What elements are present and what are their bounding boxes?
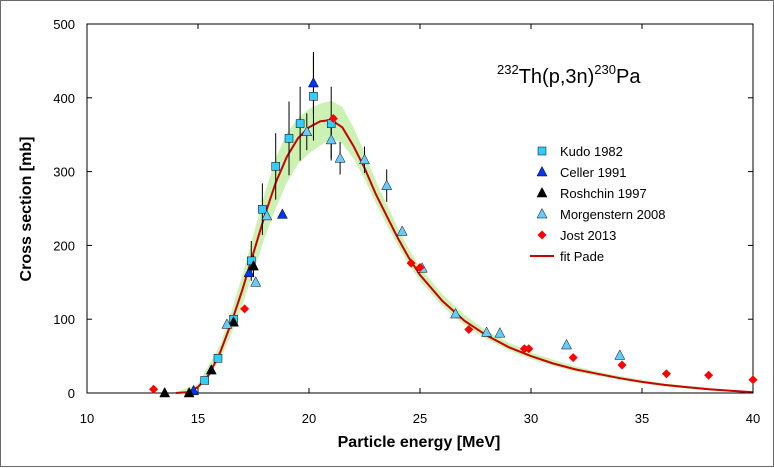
- y-tick-label: 200: [53, 238, 75, 253]
- x-tick-label: 20: [302, 411, 316, 426]
- point-jost-2013: [328, 114, 338, 123]
- point-roshchin-1997: [205, 364, 217, 375]
- uncertainty-band: [175, 100, 754, 394]
- legend-swatch-celler-1991: [536, 165, 548, 177]
- x-tick-label: 25: [413, 411, 427, 426]
- x-axis-label: Particle energy [MeV]: [338, 434, 501, 451]
- point-morgenstern-2008: [561, 338, 572, 350]
- point-morgenstern-2008: [481, 326, 493, 337]
- point-jost-2013: [415, 263, 425, 272]
- point-morgenstern-2008: [334, 152, 346, 163]
- y-tick-label: 100: [53, 312, 75, 327]
- x-tick-label: 40: [746, 411, 760, 426]
- point-kudo-1982: [200, 376, 209, 385]
- legend-swatch-morgenstern-2008: [536, 207, 548, 219]
- point-celler-1991: [276, 208, 288, 219]
- point-morgenstern-2008: [221, 318, 233, 329]
- point-kudo-1982: [213, 354, 223, 363]
- point-morgenstern-2008: [381, 179, 393, 190]
- point-celler-1991: [243, 266, 255, 277]
- point-morgenstern-2008: [359, 153, 370, 165]
- y-tick-label: 0: [68, 386, 75, 401]
- point-jost-2013: [464, 325, 474, 334]
- point-morgenstern-2008: [261, 209, 273, 221]
- point-jost-2013: [149, 384, 159, 394]
- point-jost-2013: [524, 344, 534, 354]
- point-kudo-1982: [309, 92, 318, 101]
- x-tick-label: 10: [80, 411, 94, 426]
- legend-label-roshchin-1997: Roshchin 1997: [560, 186, 647, 201]
- point-jost-2013: [406, 258, 416, 268]
- point-roshchin-1997: [159, 386, 171, 398]
- point-roshchin-1997: [183, 386, 195, 398]
- point-kudo-1982: [284, 134, 294, 143]
- y-tick-label: 400: [53, 91, 75, 106]
- title-mass2: 230: [594, 62, 616, 77]
- point-jost-2013: [704, 370, 714, 380]
- point-jost-2013: [617, 360, 627, 370]
- point-morgenstern-2008: [396, 225, 408, 236]
- point-jost-2013: [568, 353, 578, 363]
- x-tick-label: 30: [524, 411, 538, 426]
- point-jost-2013: [748, 375, 758, 385]
- point-jost-2013: [661, 369, 671, 379]
- y-axis-label: Cross section [mb]: [18, 137, 35, 282]
- y-tick-label: 500: [53, 17, 75, 32]
- point-kudo-1982: [295, 119, 305, 128]
- point-jost-2013: [240, 304, 250, 314]
- y-tick-label: 300: [53, 165, 75, 180]
- title-reaction: Th(p,3n): [519, 66, 595, 88]
- fit-pade-curve: [175, 118, 754, 394]
- legend-label-morgenstern-2008: Morgenstern 2008: [560, 207, 666, 222]
- legend: Kudo 1982 Celler 1991 Roshchin 1997 Morgens…: [530, 144, 666, 264]
- point-roshchin-1997: [248, 260, 259, 271]
- point-roshchin-1997: [228, 316, 239, 327]
- legend-swatch-kudo-1982: [537, 146, 547, 156]
- legend-label-jost-2013: Jost 2013: [560, 228, 616, 243]
- point-kudo-1982: [258, 204, 267, 214]
- point-morgenstern-2008: [494, 327, 506, 338]
- chart-title: 232Th(p,3n)230Pa: [497, 62, 641, 88]
- title-product: Pa: [616, 66, 641, 88]
- legend-swatch-jost-2013: [537, 230, 547, 240]
- x-tick-label: 15: [191, 411, 205, 426]
- point-morgenstern-2008: [301, 125, 313, 136]
- point-celler-1991: [307, 76, 319, 88]
- point-kudo-1982: [271, 162, 280, 171]
- legend-swatch-roshchin-1997: [536, 186, 548, 198]
- x-tick-label: 35: [635, 411, 649, 426]
- point-morgenstern-2008: [614, 349, 626, 360]
- legend-label-fit-pade: fit Pade: [560, 249, 604, 264]
- point-morgenstern-2008: [250, 276, 262, 287]
- title-mass1: 232: [497, 62, 519, 77]
- point-morgenstern-2008: [325, 133, 337, 145]
- legend-label-celler-1991: Celler 1991: [560, 165, 627, 180]
- legend-label-kudo-1982: Kudo 1982: [560, 144, 623, 159]
- point-morgenstern-2008: [450, 307, 461, 319]
